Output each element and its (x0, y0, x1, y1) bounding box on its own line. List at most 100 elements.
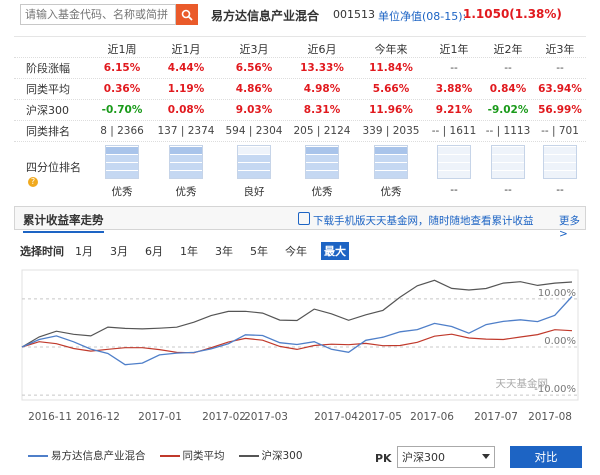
quartile-segment (238, 155, 270, 162)
performance-cell: 4.86% (235, 83, 273, 95)
quartile-bar (491, 145, 525, 179)
quartile-rating: 良好 (243, 186, 265, 198)
performance-row: 同类排名 8 | 2366 137 | 2374 594 | 2304 205 | 21… (14, 122, 586, 140)
fund-code: 001513 (333, 8, 375, 21)
x-tick-label: 2017-04 (314, 411, 358, 423)
quartile-segment (238, 171, 270, 178)
x-tick-label: 2017-01 (138, 411, 182, 423)
y-tick-label: 0.00% (544, 336, 576, 347)
period-option[interactable]: 6月 (145, 245, 163, 258)
quartile-segment (170, 147, 202, 154)
trend-title-tab[interactable]: 累计收益率走势 (23, 212, 104, 233)
download-app-link[interactable]: 下载手机版天天基金网，随时随地查看累计收益 (313, 215, 534, 227)
performance-cell: 0.84% (489, 83, 527, 95)
quartile-segment (438, 155, 470, 162)
legend-item-avg[interactable]: 同类平均 (159, 448, 225, 463)
performance-cell: 594 | 2304 (225, 125, 283, 137)
period-header: 近3月 (239, 43, 269, 56)
legend-item-fund[interactable]: 易方达信息产业混合 (28, 448, 146, 463)
period-label: 选择时间 (20, 245, 64, 258)
quartile-segment (238, 147, 270, 154)
performance-cell: 8 | 2366 (100, 125, 144, 137)
more-link[interactable]: 更多> (559, 215, 580, 240)
legend-item-index[interactable]: 沪深300 (238, 448, 303, 463)
cumulative-return-chart: 10.00% 0.00% -10.00% 天天基金网 2016-11 2016-12 201… (0, 262, 600, 432)
quartile-cell: 优秀 (152, 141, 220, 199)
y-tick-label: -10.00% (534, 384, 576, 395)
quartile-segment (492, 155, 524, 162)
chevron-down-icon (482, 454, 490, 459)
series-line-fund (21, 296, 573, 366)
period-header: 近3年 (545, 43, 575, 56)
quartile-segment (306, 147, 338, 154)
nav-label-link[interactable]: 单位净值(08-15): (378, 10, 467, 23)
compare-button[interactable]: 对比 (510, 446, 582, 468)
performance-cell: 11.84% (369, 62, 413, 74)
fund-header-bar: 易方达信息产业混合 001513 单位净值(08-15): 1.1050(1.3… (0, 0, 600, 30)
pk-index-select[interactable]: 沪深300 (397, 446, 495, 468)
fund-search-input[interactable] (20, 4, 176, 25)
performance-cell: -9.02% (487, 104, 529, 116)
quartile-segment (544, 171, 576, 178)
row-label: 阶段涨幅 (26, 62, 70, 75)
row-divider (14, 99, 586, 100)
x-tick-label: 2017-07 (474, 411, 518, 423)
quartile-segment (438, 163, 470, 170)
quartile-rating: -- (504, 184, 512, 196)
period-option[interactable]: 1年 (180, 245, 198, 258)
chart-watermark: 天天基金网 (496, 377, 549, 390)
period-header: 近1周 (107, 43, 137, 56)
quartile-row-label: 四分位排名? (14, 141, 92, 188)
performance-cell: 4.44% (167, 62, 205, 74)
period-option[interactable]: 最大 (321, 242, 349, 260)
quartile-cell: 优秀 (356, 141, 426, 199)
row-label: 同类排名 (26, 125, 70, 138)
plot-area (21, 269, 579, 401)
quartile-segment (170, 163, 202, 170)
quartile-bar (374, 145, 408, 179)
chart-svg: 10.00% 0.00% -10.00%天天基金网 2016-11 2016-12 201… (21, 269, 579, 423)
performance-cell: -- (556, 62, 564, 74)
performance-cell: 56.99% (538, 104, 582, 116)
quartile-bar (237, 145, 271, 179)
search-button[interactable] (176, 4, 198, 25)
quartile-segment (106, 163, 138, 170)
quartile-rating: 优秀 (111, 186, 133, 198)
quartile-segment (375, 147, 407, 154)
fund-name: 易方达信息产业混合 (211, 9, 320, 23)
legend-label-fund: 易方达信息产业混合 (51, 450, 146, 462)
quartile-bar (105, 145, 139, 179)
quartile-segment (544, 155, 576, 162)
question-icon[interactable]: ? (28, 177, 38, 187)
performance-cell: 4.98% (303, 83, 341, 95)
performance-table: 近1周 近1月 近3月 近6月 今年来 近1年 近2年 近3年 阶段涨幅 6.15% 4.44% 6… (14, 36, 586, 201)
performance-cell: 63.94% (538, 83, 582, 95)
quartile-rating: 优秀 (311, 186, 333, 198)
period-option[interactable]: 3月 (110, 245, 128, 258)
period-option[interactable]: 今年 (285, 245, 307, 258)
performance-cell: 5.66% (372, 83, 410, 95)
performance-cell: 6.56% (235, 62, 273, 74)
quartile-segment (375, 171, 407, 178)
quartile-rating: 优秀 (380, 186, 402, 198)
performance-cell: 9.21% (435, 104, 473, 116)
pk-label: PK (375, 452, 392, 465)
period-header: 近6月 (307, 43, 337, 56)
row-divider (14, 120, 586, 121)
performance-row: 沪深300 -0.70% 0.08% 9.03% 8.31% 11.96% 9.21% -9.… (14, 101, 586, 119)
series-line-index (21, 279, 573, 348)
series-line-avg (21, 329, 573, 354)
period-option[interactable]: 3年 (215, 245, 233, 258)
quartile-label-text: 四分位排名 (26, 161, 81, 174)
row-label: 沪深300 (26, 104, 69, 117)
x-tick-label: 2017-02 (202, 411, 246, 423)
performance-cell: 1.19% (167, 83, 205, 95)
period-option[interactable]: 1月 (75, 245, 93, 258)
row-divider (14, 57, 586, 58)
quartile-segment (238, 163, 270, 170)
legend-label-index: 沪深300 (261, 450, 303, 462)
period-option[interactable]: 5年 (250, 245, 268, 258)
quartile-bar (169, 145, 203, 179)
legend-swatch-fund (28, 454, 48, 457)
trend-section-header: 累计收益率走势 下载手机版天天基金网，随时随地查看累计收益 更多> (14, 206, 586, 240)
